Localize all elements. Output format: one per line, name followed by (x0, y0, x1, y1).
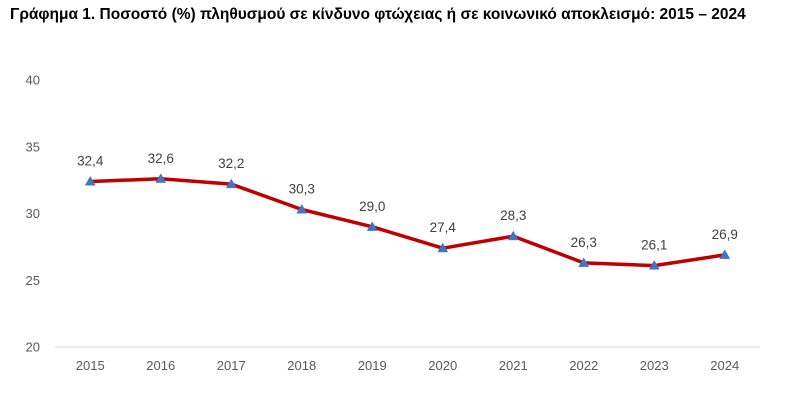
x-axis-ticks: 2015 2016 2017 2018 2019 2020 2021 2022 2023 2024 (76, 358, 739, 373)
x-tick-label: 2017 (217, 358, 246, 373)
x-tick-label: 2021 (499, 358, 528, 373)
y-tick-label: 40 (26, 73, 40, 88)
x-tick-label: 2020 (428, 358, 457, 373)
y-tick-label: 20 (26, 340, 40, 355)
x-tick-label: 2019 (358, 358, 387, 373)
x-tick-label: 2015 (76, 358, 105, 373)
x-tick-label: 2016 (146, 358, 175, 373)
data-label: 27,4 (430, 220, 457, 235)
y-tick-label: 25 (26, 273, 40, 288)
data-point-marker (648, 260, 660, 270)
series-line (88, 177, 727, 268)
chart-title: Γράφημα 1. Ποσοστό (%) πληθυσμού σε κίνδ… (10, 6, 746, 23)
data-label: 32,6 (148, 151, 174, 166)
data-point-marker (719, 249, 731, 259)
data-label: 26,3 (571, 235, 597, 250)
data-label: 26,9 (712, 227, 738, 242)
data-point-marker (366, 221, 378, 231)
data-point-marker (296, 203, 308, 214)
y-tick-label: 30 (26, 206, 40, 221)
data-point-marker (437, 242, 449, 253)
data-point-marker (155, 173, 167, 183)
series-group: 32,4 32,6 32,2 30,3 29,0 27,4 28,3 26,3 26,1 26,9 (77, 151, 738, 270)
data-label: 26,1 (641, 238, 667, 253)
y-tick-label: 35 (26, 139, 40, 154)
data-label: 29,0 (359, 199, 385, 214)
data-point-marker (84, 175, 96, 186)
data-label: 30,3 (289, 181, 315, 196)
data-label: 28,3 (500, 208, 526, 223)
y-axis-ticks: 20 25 30 35 40 (26, 73, 40, 355)
data-label: 32,4 (77, 153, 104, 168)
x-tick-label: 2024 (710, 358, 739, 373)
x-tick-label: 2023 (640, 358, 669, 373)
data-point-marker (507, 230, 519, 241)
x-tick-label: 2018 (287, 358, 316, 373)
data-point-marker (578, 257, 590, 267)
x-tick-label: 2022 (569, 358, 598, 373)
data-label: 32,2 (218, 156, 244, 171)
data-point-marker (225, 178, 237, 189)
